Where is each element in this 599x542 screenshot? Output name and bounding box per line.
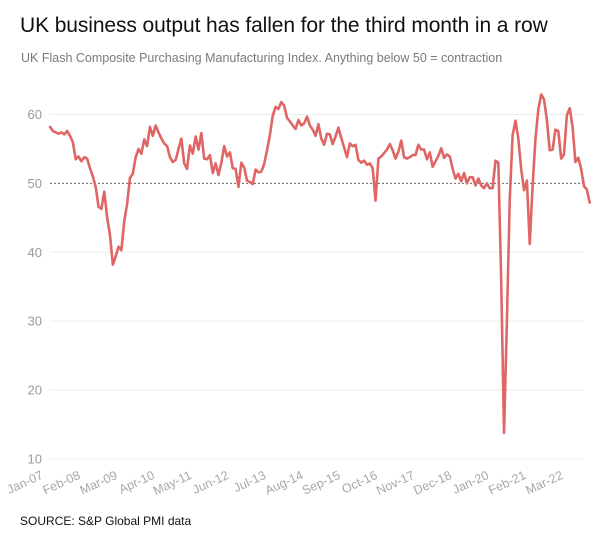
- x-tick-label-feb-21: Feb-21: [486, 468, 528, 497]
- y-tick-label-50: 50: [28, 176, 42, 191]
- y-tick-label-30: 30: [28, 314, 42, 329]
- x-tick-label-dec-18: Dec-18: [411, 468, 453, 498]
- x-tick-label-sep-15: Sep-15: [300, 468, 342, 498]
- x-tick-label-may-11: May-11: [151, 468, 194, 498]
- x-tick-label-feb-08: Feb-08: [41, 468, 83, 497]
- x-tick-label-apr-10: Apr-10: [117, 468, 157, 497]
- x-tick-label-jul-13: Jul-13: [231, 468, 268, 495]
- x-tick-label-oct-16: Oct-16: [340, 468, 380, 497]
- x-tick-label-aug-14: Aug-14: [263, 468, 305, 498]
- series-line-0: [48, 93, 592, 435]
- x-tick-label-jan-07: Jan-07: [5, 468, 46, 497]
- x-tick-label-jan-20: Jan-20: [450, 468, 491, 497]
- y-tick-label-40: 40: [28, 245, 42, 260]
- y-tick-label-60: 60: [28, 107, 42, 122]
- x-tick-label-nov-17: Nov-17: [374, 468, 416, 498]
- series-group: [48, 93, 592, 435]
- chart-title: UK business output has fallen for the th…: [20, 14, 548, 37]
- y-tick-label-20: 20: [28, 383, 42, 398]
- y-tick-label-10: 10: [28, 452, 42, 467]
- x-tick-label-mar-22: Mar-22: [523, 468, 565, 497]
- chart-subtitle: UK Flash Composite Purchasing Manufactur…: [21, 51, 503, 65]
- line-chart: 10 20 30 40 50 60 Jan-07Feb-08Mar-09Apr-10May…: [5, 93, 592, 498]
- grid-lines: [50, 113, 584, 460]
- y-axis-ticks: 10 20 30 40 50 60: [28, 107, 42, 467]
- source-note: SOURCE: S&P Global PMI data: [20, 514, 192, 528]
- x-tick-label-mar-09: Mar-09: [78, 468, 120, 497]
- x-tick-label-jun-12: Jun-12: [190, 468, 231, 497]
